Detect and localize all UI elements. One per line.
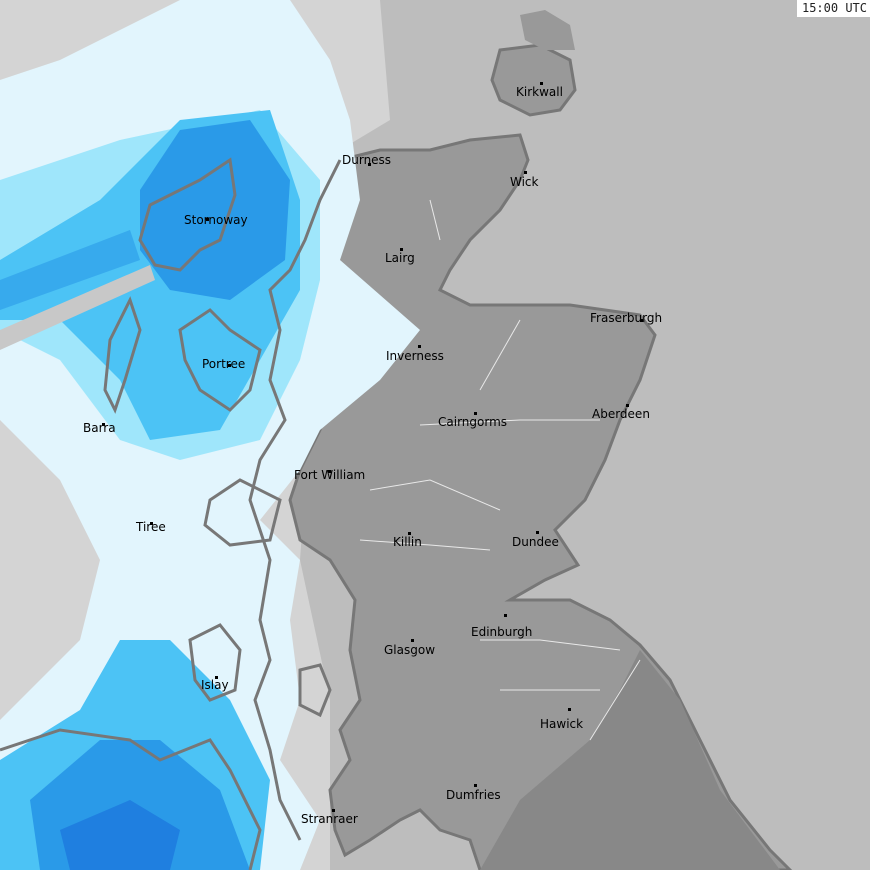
city-marker-icon <box>328 470 331 473</box>
city-label: Fort William <box>294 468 366 482</box>
land-orkney-north <box>520 10 575 50</box>
precip-heavy-streak <box>0 230 140 310</box>
city-marker-icon <box>400 248 403 251</box>
city-label: Kirkwall <box>516 85 563 99</box>
island-islay-jura <box>188 623 242 702</box>
regional-boundaries <box>359 199 641 741</box>
city-marker-icon <box>228 364 231 367</box>
city-label: Aberdeen <box>592 407 650 421</box>
city-marker-icon <box>411 639 414 642</box>
city-label: Stornoway <box>184 213 248 227</box>
precip-clear-streak <box>0 265 155 350</box>
city-marker-icon <box>536 531 539 534</box>
city-label: Glasgow <box>384 643 436 657</box>
city-marker-icon <box>408 532 411 535</box>
city-marker-icon <box>626 404 629 407</box>
coast-west-highlands <box>248 159 342 841</box>
city-marker-icon <box>368 163 371 166</box>
city-marker-icon <box>540 82 543 85</box>
city-label: Killin <box>393 535 422 549</box>
city-label: Durness <box>342 153 392 167</box>
island-arran <box>298 663 332 718</box>
city-label: Edinburgh <box>471 625 533 639</box>
island-uists <box>103 296 142 414</box>
city-label: Islay <box>201 678 229 692</box>
city-marker-icon <box>332 809 335 812</box>
city-marker-icon <box>150 522 153 525</box>
island-mull <box>203 478 282 547</box>
city-marker-icon <box>504 614 507 617</box>
city-marker-icon <box>102 423 105 426</box>
city-label: Lairg <box>385 251 415 265</box>
coast-northern-ireland <box>0 728 262 870</box>
city-marker-icon <box>215 676 218 679</box>
precip-south-very-heavy <box>60 800 180 870</box>
city-label: Hawick <box>540 717 584 731</box>
city-label: Tiree <box>136 520 166 534</box>
city-marker-icon <box>474 784 477 787</box>
city-label: Cairngorms <box>438 415 508 429</box>
city-label: Inverness <box>386 349 444 363</box>
city-label: Fraserburgh <box>590 311 663 325</box>
land-southeast-dark <box>480 650 780 870</box>
timestamp-label: 15:00 UTC <box>796 0 870 17</box>
city-label: Dundee <box>512 535 559 549</box>
city-marker-icon <box>568 708 571 711</box>
city-label: Barra <box>83 421 116 435</box>
island-lewis-harris <box>138 157 237 272</box>
city-marker-icon <box>640 319 643 322</box>
city-label: Stranraer <box>301 812 358 826</box>
city-marker-icon <box>474 412 477 415</box>
city-label: Wick <box>510 175 539 189</box>
city-label: Dumfries <box>446 788 501 802</box>
city-label: Portree <box>202 357 246 371</box>
city-marker-icon <box>206 218 209 221</box>
island-skye <box>178 308 262 412</box>
city-marker-icon <box>418 345 421 348</box>
precip-heavy <box>140 120 290 300</box>
city-marker-icon <box>524 171 527 174</box>
